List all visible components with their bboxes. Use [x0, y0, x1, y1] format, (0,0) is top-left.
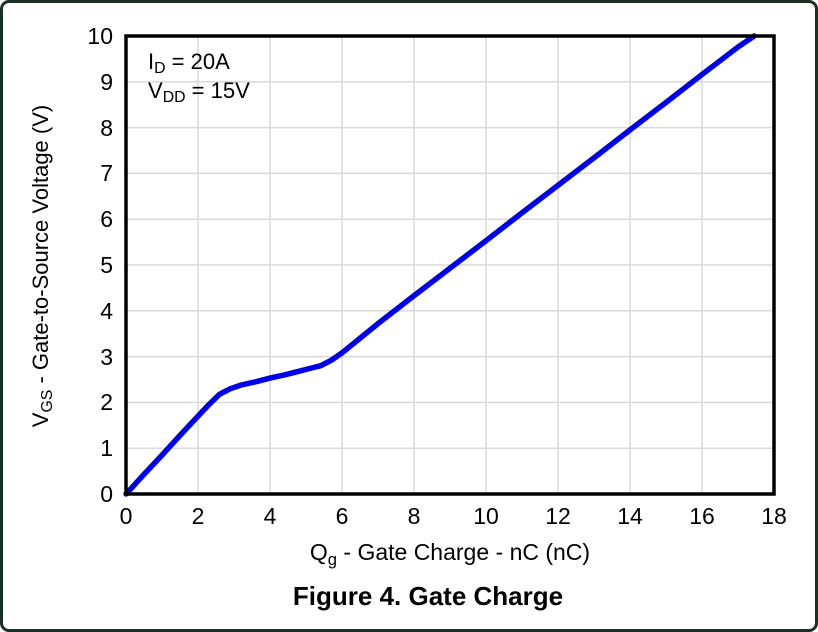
x-axis-label: Qg - Gate Charge - nC (nC) — [126, 539, 774, 569]
y-axis-label-text: - Gate-to-Source Voltage (V) — [28, 104, 53, 390]
x-tick-label: 14 — [617, 503, 643, 529]
y-tick-label: 4 — [100, 297, 113, 324]
x-tick-label: 8 — [407, 503, 421, 529]
y-tick-label: 3 — [100, 343, 113, 370]
x-axis-label-symbol: Q — [309, 539, 328, 565]
plot-area — [123, 33, 776, 497]
figure-caption: Figure 4. Gate Charge — [292, 581, 564, 611]
y-tick-label: 7 — [100, 160, 113, 187]
y-tick-label: 1 — [100, 435, 113, 462]
gate-charge-curve — [123, 33, 757, 497]
x-tick-label: 18 — [761, 503, 787, 529]
x-tick-label: 10 — [473, 503, 499, 529]
y-tick-label: 2 — [100, 389, 113, 416]
x-axis-label-text: - Gate Charge - nC (nC) — [337, 539, 591, 565]
plot-frame — [124, 34, 776, 496]
y-axis-label-symbol: V — [28, 412, 53, 428]
y-axis-label: VGS - Gate-to-Source Voltage (V) — [28, 66, 57, 466]
x-tick-label: 6 — [335, 503, 349, 529]
annotation-supply-voltage: VDD = 15V — [148, 78, 250, 107]
x-tick-label: 0 — [119, 503, 133, 529]
y-tick-label: 8 — [100, 114, 113, 141]
x-tick-label: 12 — [545, 503, 571, 529]
y-tick-label: 10 — [87, 23, 113, 49]
y-axis-label-subscript: GS — [39, 389, 57, 413]
y-tick-label: 6 — [100, 206, 113, 233]
x-tick-label: 4 — [263, 503, 277, 529]
test-conditions-annotation: ID = 20A VDD = 15V — [148, 47, 250, 107]
y-tick-label: 9 — [100, 68, 113, 95]
annotation-drain-current: ID = 20A — [148, 49, 230, 78]
x-axis-label-subscript: g — [327, 549, 337, 569]
x-tick-label: 2 — [191, 503, 205, 529]
y-tick-label: 5 — [100, 252, 113, 278]
x-tick-label: 16 — [689, 503, 715, 529]
y-tick-label: 0 — [100, 481, 113, 507]
